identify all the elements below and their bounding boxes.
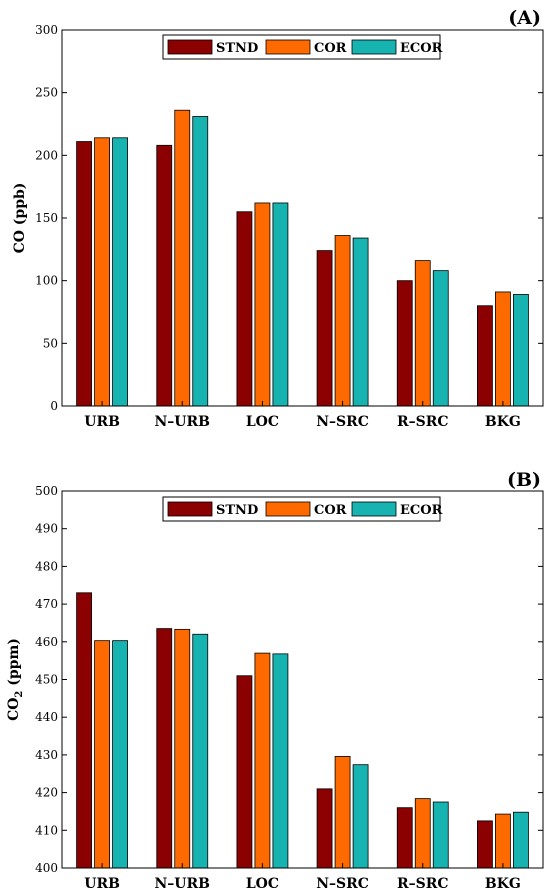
- legend-label-stnd: STND: [216, 41, 258, 56]
- x-tick-label: N–SRC: [316, 414, 369, 430]
- bar-ecor-4: [432, 270, 449, 407]
- x-tick-label: LOC: [246, 876, 279, 892]
- legend-swatch-stnd: [167, 39, 213, 55]
- bar-stnd-0: [76, 141, 92, 407]
- bar-cor-1: [174, 628, 191, 869]
- legend-swatch-cor: [265, 501, 311, 517]
- legend: STND COR ECOR: [162, 34, 443, 60]
- y-tick-label: 450: [35, 673, 58, 687]
- bar-ecor-5: [513, 811, 529, 869]
- y-tick-label: 420: [35, 786, 58, 800]
- y-tick-label: 470: [35, 597, 58, 611]
- bar-ecor-0: [112, 640, 128, 869]
- y-tick-label: 430: [35, 748, 58, 762]
- y-tick-label: 460: [35, 635, 58, 649]
- x-tick-label: N–SRC: [316, 876, 369, 892]
- bar-cor-4: [414, 260, 431, 407]
- bar-stnd-3: [316, 250, 333, 407]
- bar-cor-0: [94, 137, 110, 407]
- legend-label-cor: COR: [314, 41, 347, 56]
- bar-stnd-4: [396, 280, 413, 407]
- chart-panel-2: 400 410 420 430 440 450 460 470 480 490 500 URB N–UR…: [6, 469, 544, 892]
- bar-stnd-5: [477, 820, 493, 869]
- bar-ecor-3: [352, 237, 369, 407]
- bar-cor-5: [495, 291, 511, 407]
- legend-swatch-ecor: [351, 501, 397, 517]
- bar-cor-5: [495, 813, 511, 869]
- x-tick-label: N–URB: [155, 414, 211, 430]
- y-tick-label: 440: [35, 710, 58, 724]
- y-axis-label: CO2 (ppm): [6, 638, 25, 721]
- bar-ecor-4: [432, 801, 449, 869]
- bar-ecor-1: [192, 633, 209, 869]
- bar-stnd-1: [156, 144, 173, 407]
- bar-ecor-3: [352, 764, 369, 869]
- legend-swatch-ecor: [351, 39, 397, 55]
- bar-ecor-2: [272, 653, 289, 869]
- panel-label: (A): [508, 7, 541, 29]
- bar-ecor-1: [192, 116, 209, 407]
- y-axis-label-unit: (ppm): [6, 638, 22, 691]
- y-axis-label: CO (ppb): [12, 183, 28, 254]
- y-axis-label-subscript: 2: [14, 691, 25, 698]
- bar-stnd-3: [316, 788, 333, 869]
- bar-cor-4: [414, 798, 431, 869]
- x-tick-label: LOC: [246, 414, 279, 430]
- bar-stnd-2: [236, 675, 253, 869]
- bar-cor-3: [334, 756, 351, 869]
- x-tick-label: N–URB: [155, 876, 211, 892]
- y-tick-label: 500: [35, 484, 58, 498]
- y-tick-label: 100: [35, 274, 58, 288]
- x-tick-label: R–SRC: [397, 876, 449, 892]
- bar-stnd-4: [396, 807, 413, 869]
- y-tick-label: 490: [35, 522, 58, 536]
- x-tick-label: BKG: [485, 876, 521, 892]
- y-tick-label: 200: [35, 148, 58, 162]
- x-tick-label: R–SRC: [397, 414, 449, 430]
- y-tick-label: 410: [35, 823, 58, 837]
- bar-stnd-1: [156, 628, 173, 869]
- x-tick-label: BKG: [485, 414, 521, 430]
- bar-stnd-5: [477, 305, 493, 407]
- y-tick-label: 300: [35, 23, 58, 37]
- plot-frame: [61, 490, 544, 869]
- y-tick-label: 400: [35, 861, 58, 875]
- x-tick-label: URB: [84, 414, 120, 430]
- legend-label-ecor: ECOR: [400, 41, 443, 56]
- y-axis-label-main: CO: [6, 698, 22, 721]
- y-tick-label: 0: [50, 399, 58, 413]
- y-tick-label: 250: [35, 86, 58, 100]
- legend-label-ecor: ECOR: [400, 503, 443, 518]
- panel-label: (B): [507, 469, 541, 491]
- plot-frame: [61, 29, 544, 407]
- y-tick-label: 480: [35, 559, 58, 573]
- bar-cor-0: [94, 640, 110, 869]
- chart-panel-1: 0 50 100 150 200 250 300 URB N–URB LOC N–SRC R–SRC B…: [12, 7, 544, 430]
- legend-label-cor: COR: [314, 503, 347, 518]
- bar-ecor-2: [272, 202, 289, 407]
- legend: STND COR ECOR: [162, 496, 443, 522]
- bar-cor-1: [174, 109, 191, 407]
- bar-ecor-0: [112, 137, 128, 407]
- bar-stnd-0: [76, 592, 92, 869]
- bar-stnd-2: [236, 211, 253, 407]
- y-tick-label: 50: [43, 336, 58, 350]
- bar-ecor-5: [513, 294, 529, 407]
- legend-swatch-stnd: [167, 501, 213, 517]
- y-tick-label: 150: [35, 211, 58, 225]
- bar-cor-3: [334, 235, 351, 407]
- bar-cor-2: [254, 652, 271, 869]
- x-tick-label: URB: [84, 876, 120, 892]
- legend-label-stnd: STND: [216, 503, 258, 518]
- bar-cor-2: [254, 202, 271, 407]
- legend-swatch-cor: [265, 39, 311, 55]
